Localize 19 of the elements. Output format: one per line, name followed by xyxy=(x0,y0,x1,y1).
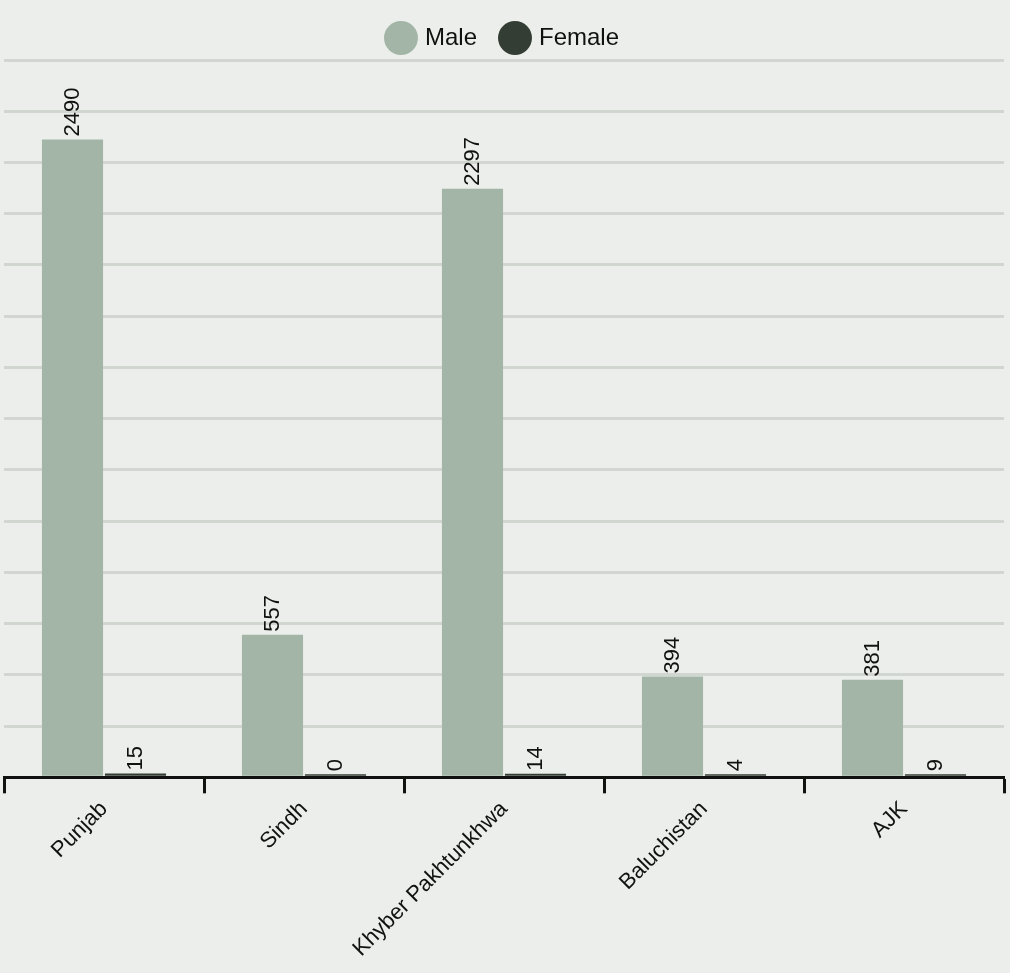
legend-label: Male xyxy=(424,22,478,50)
data-label: 4 xyxy=(721,759,747,772)
data-label: 2297 xyxy=(458,136,484,186)
bar xyxy=(841,679,904,776)
bar xyxy=(641,676,704,776)
bar xyxy=(241,634,304,776)
data-label: 9 xyxy=(921,759,947,772)
data-label: 557 xyxy=(258,594,284,632)
data-label: 15 xyxy=(121,745,147,771)
data-label: 381 xyxy=(858,640,884,677)
data-label: 394 xyxy=(658,636,684,674)
bar xyxy=(504,773,567,776)
bar xyxy=(104,773,167,776)
bar xyxy=(441,188,504,776)
legend-label: Female xyxy=(539,22,620,50)
bar xyxy=(41,139,104,776)
data-label: 2490 xyxy=(58,87,84,137)
data-label: 0 xyxy=(321,759,347,772)
data-label: 14 xyxy=(521,746,547,771)
